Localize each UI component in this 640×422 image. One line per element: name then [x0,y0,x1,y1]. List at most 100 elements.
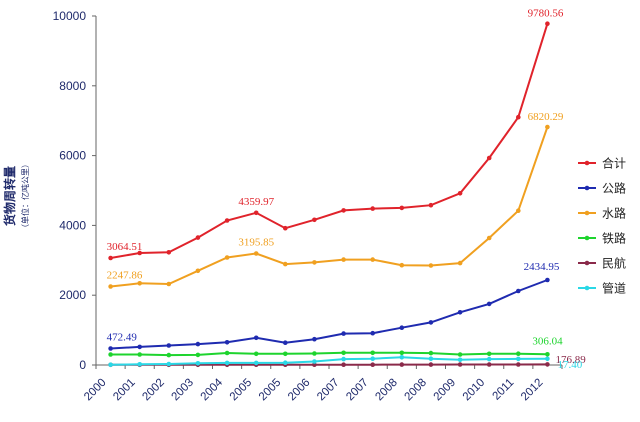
data-point [253,360,259,366]
data-point [545,21,550,27]
legend-item: 铁路 [578,231,626,246]
data-point [108,352,113,357]
series-layer [108,21,550,368]
data-point [428,350,434,356]
data-point [137,281,142,286]
y-tick-label: 4000 [59,218,86,232]
legend-label: 管道 [602,281,626,296]
data-point [341,208,346,213]
data-point [224,255,230,260]
legend-item: 合计 [578,156,626,171]
data-point [370,356,376,362]
data-point [486,301,492,307]
data-point [341,350,346,356]
data-point [516,351,521,357]
data-point [166,361,172,367]
data-point [516,114,521,120]
data-point [399,362,405,367]
legend-item: 水路 [578,206,626,221]
data-point [195,352,201,358]
data-point [312,351,317,356]
data-point [341,257,346,262]
y-axis-title: 货物周转量 [2,166,17,226]
data-point [253,251,259,256]
data-point [370,206,376,211]
data-point [341,362,346,368]
data-point [253,351,259,357]
data-label: 9780.56 [528,8,564,20]
data-point [545,362,550,367]
data-point [399,325,405,331]
data-point [312,260,317,265]
data-label: 3064.51 [107,241,143,253]
data-point [457,357,463,363]
data-point [108,346,113,351]
y-axis-unit: （单位：亿吨公里） [20,160,30,232]
data-point [166,250,172,255]
series-line [110,351,548,357]
data-point [137,344,142,350]
legend-marker [584,260,590,266]
data-point [283,225,288,231]
data-point [399,350,405,356]
legend-item: 民航 [578,256,626,271]
series-3 [108,350,550,358]
data-point [166,352,172,358]
data-point [516,356,521,362]
x-tick-label: 2002 [140,377,167,404]
series-line [110,356,548,366]
legend-item: 管道 [578,281,626,296]
x-tick-label: 2001 [111,377,138,404]
data-point [545,124,550,130]
legend-marker [584,160,590,166]
data-label: 6820.29 [528,111,564,123]
data-point [457,362,463,367]
data-point [108,284,113,289]
series-2 [108,124,550,289]
data-point [516,208,521,213]
data-point [457,352,463,357]
series-1 [108,277,550,351]
data-point [195,268,201,274]
data-point [166,343,172,348]
data-point [457,191,463,196]
x-tick-label: 2003 [169,377,196,404]
legend-item: 公路 [578,181,626,196]
x-tick-label: 2008 [402,377,429,404]
data-label: 2247.86 [107,270,143,282]
data-label: 2434.95 [524,261,560,273]
y-tick-label: 8000 [59,79,86,93]
data-point [370,362,376,368]
x-tick-label: 2008 [373,377,400,404]
legend-marker [584,210,590,216]
x-tick-label: 2009 [432,377,459,404]
data-point [370,257,376,262]
data-point [399,355,405,360]
y-axis-label-group: 货物周转量 （单位：亿吨公里） [2,160,30,232]
data-point [224,340,230,345]
data-point [428,263,434,268]
data-point [370,350,376,356]
data-point [341,331,346,336]
data-point [224,350,230,356]
legend-label: 水路 [602,206,626,221]
data-point [283,261,288,267]
x-tick-label: 2011 [490,377,516,403]
legend-label: 民航 [602,256,626,271]
data-point [428,320,434,325]
data-point [108,255,113,261]
x-tick-label: 2006 [286,377,313,404]
data-label: 3195.85 [238,236,274,248]
data-point [253,335,259,341]
data-point [166,281,172,287]
series-5 [108,355,550,368]
y-tick-label: 2000 [59,288,86,302]
data-point [253,210,259,216]
data-point [457,260,463,266]
x-tick-label: 2000 [82,377,109,404]
data-point [195,235,201,240]
y-tick-label: 0 [79,358,86,372]
